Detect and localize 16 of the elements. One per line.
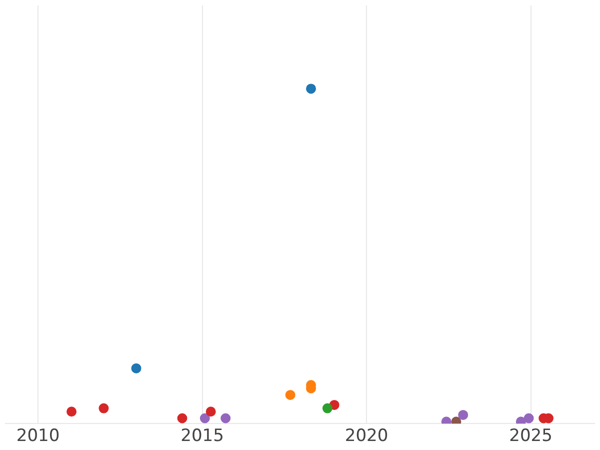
point bbox=[98, 403, 109, 414]
point bbox=[177, 413, 188, 424]
x-tick-label: 2025 bbox=[509, 426, 552, 446]
point bbox=[524, 413, 534, 424]
point bbox=[131, 363, 142, 374]
point bbox=[66, 406, 77, 417]
point bbox=[206, 406, 216, 417]
point bbox=[220, 413, 231, 424]
point bbox=[322, 403, 332, 414]
point bbox=[200, 413, 210, 424]
point bbox=[458, 410, 468, 420]
x-tick-label: 2015 bbox=[180, 426, 224, 446]
x-tick-label: 2020 bbox=[344, 426, 388, 446]
point bbox=[306, 84, 316, 94]
x-tick-label: 2010 bbox=[16, 426, 60, 446]
point bbox=[285, 390, 296, 400]
